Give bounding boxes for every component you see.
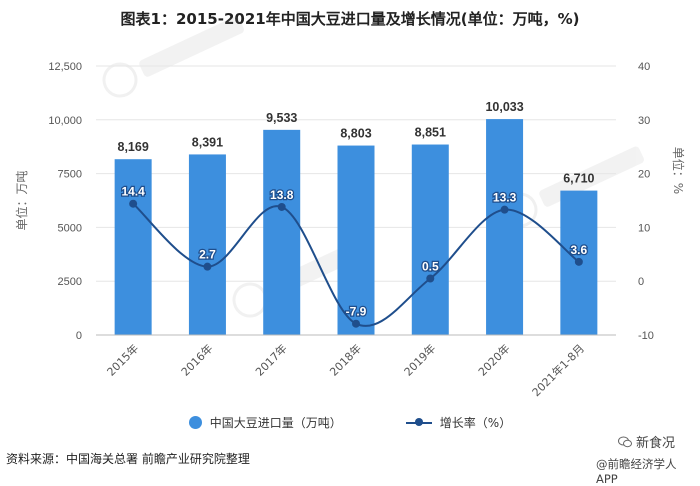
x-tick-label: 2018年 (327, 341, 364, 378)
growth-value-label: -7.9 (346, 305, 367, 319)
y-tick-left: 12,500 (48, 61, 82, 73)
legend-item-line[interactable]: 增长率（%） (405, 414, 512, 431)
growth-value-label: 13.8 (270, 188, 294, 202)
bar-value-label: 10,033 (485, 100, 523, 114)
bar-value-label: 8,169 (118, 140, 149, 154)
watermark-logo (102, 16, 244, 98)
x-tick-label: 2015年 (104, 341, 141, 378)
wechat-account: 新食况 (618, 432, 696, 451)
growth-point (203, 262, 212, 271)
bar (486, 119, 524, 335)
x-tick-label: 2016年 (178, 341, 215, 378)
bar-value-label: 9,533 (266, 111, 297, 125)
growth-point (500, 205, 509, 214)
x-tick-label: 2017年 (252, 341, 289, 378)
y-tick-left: 0 (76, 330, 82, 342)
y-tick-right: 20 (638, 169, 650, 181)
x-tick-label: 2019年 (401, 341, 438, 378)
chart-title: 图表1：2015-2021年中国大豆进口量及增长情况(单位：万吨，%) (120, 10, 580, 28)
brand-block: 新食况 @前瞻经济学人APP (596, 432, 696, 486)
bar-value-label: 6,710 (563, 172, 594, 186)
legend-bar-marker (188, 416, 202, 429)
y-tick-left: 7500 (58, 169, 82, 181)
app-credit: @前瞻经济学人APP (596, 457, 677, 486)
y-tick-left: 5000 (58, 222, 82, 234)
growth-point (129, 199, 138, 208)
growth-point (426, 274, 435, 283)
bar-value-label: 8,803 (340, 127, 371, 141)
source-note: 资料来源：中国海关总署 前瞻产业研究院整理 (6, 452, 250, 466)
bar-value-label: 8,391 (192, 135, 223, 149)
x-tick-label: 2020年 (475, 341, 512, 378)
y-tick-right: 30 (638, 115, 650, 127)
growth-point (352, 319, 360, 328)
y-tick-right: 40 (638, 61, 650, 73)
y-tick-left: 10,000 (48, 115, 82, 127)
growth-value-label: 3.6 (571, 243, 588, 257)
legend: 中国大豆进口量（万吨） 增长率（%） (0, 414, 700, 431)
growth-point (277, 202, 286, 211)
growth-value-label: 0.5 (422, 260, 439, 274)
bar (114, 159, 152, 335)
y-axis-title-left: 单位：万吨 (14, 170, 29, 230)
chart-area: 0 2500 5000 7500 10,000 12,500 -10 0 10 20 30 40 单位：… (14, 16, 686, 399)
legend-line-label: 增长率（%） (439, 416, 512, 430)
growth-value-label: 13.3 (493, 191, 517, 205)
legend-bar-label: 中国大豆进口量（万吨） (209, 416, 342, 430)
wechat-name: 新食况 (636, 436, 676, 451)
y-tick-right: 10 (638, 222, 650, 234)
growth-value-label: 14.4 (121, 185, 145, 199)
y-tick-right: 0 (638, 276, 644, 288)
bar (263, 129, 301, 335)
bar-value-label: 8,851 (415, 126, 446, 140)
bar (337, 145, 375, 335)
legend-line-marker (405, 416, 432, 429)
wechat-icon (618, 436, 632, 447)
bar (188, 154, 226, 335)
legend-item-bar[interactable]: 中国大豆进口量（万吨） (188, 414, 342, 431)
x-tick-label: 2021年1-8月 (529, 341, 587, 399)
y-axis-title-right: 单位：% (671, 147, 686, 194)
y-tick-right: -10 (638, 330, 654, 342)
growth-point (574, 257, 583, 266)
growth-value-label: 2.7 (199, 248, 216, 262)
bar (411, 144, 449, 335)
y-tick-left: 2500 (58, 276, 82, 288)
